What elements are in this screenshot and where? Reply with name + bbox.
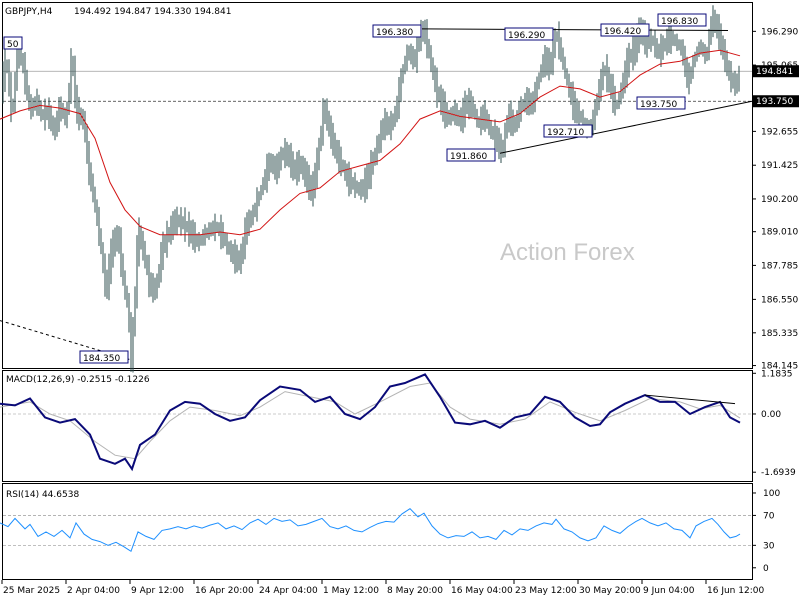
x-axis-label: 2 Apr 04:00 [67,586,120,596]
price-axis-label: 190.200 [761,195,798,205]
rsi-axis-label: 70 [763,511,775,521]
macd-axis-label: 0.00 [761,410,781,420]
price-annotation-box [657,13,707,27]
pane-frames [2,2,753,580]
price-annotation: 191.860 [450,152,487,162]
macd-trendline [644,394,736,405]
x-axis-label: 25 Mar 2025 [3,586,60,596]
x-axis-label: 16 May 04:00 [451,586,513,596]
x-axis-label: 16 Jun 12:00 [707,586,764,596]
rsi-axis-label: 100 [763,489,780,499]
price-level-label: 193.750 [756,97,793,107]
trendline [499,100,753,154]
x-axis-label: 23 May 12:00 [515,586,577,596]
price-axis-label: 196.290 [761,27,798,37]
price-annotation: 196.380 [376,28,413,38]
price-axis-label: 192.655 [761,127,798,137]
symbol-label: GBPJPY,H4 [5,7,53,17]
price-annotation: 196.290 [508,31,545,41]
x-axis-label: 16 Apr 20:00 [195,586,254,596]
price-annotation: 196.830 [661,17,698,27]
ohlc-values: 194.492 194.847 194.330 194.841 [74,7,231,17]
rsi-axis-label: 0 [763,564,769,574]
price-annotation: 192.710 [547,128,584,138]
price-axis-label: 195.065 [761,61,798,71]
x-axis-label: 9 Apr 12:00 [131,586,184,596]
x-axis-label: 9 Jun 04:00 [643,586,695,596]
price-annotation: 196.420 [604,27,641,37]
trendline [421,28,729,32]
macd-pane: MACD(12,26,9) -0.2515 -0.1226 1.1835 0.00… [0,369,796,478]
price-axis-label: 186.550 [761,295,798,305]
watermark: Action Forex [500,239,635,266]
macd-axis-label: -1.6939 [761,468,796,478]
price-annotation: 193.750 [640,100,677,110]
x-axis-label: 30 May 20:00 [579,586,641,596]
price-annotation-box [543,124,593,138]
macd-axis-label: 1.1835 [761,369,793,379]
price-pane: 194.841 193.750 196.290 195.065 192.655 191.4… [0,5,799,373]
price-axis-label: 189.010 [761,228,798,238]
rsi-axis-label: 30 [763,541,775,551]
macd-signal-line [0,382,741,460]
x-axis: 25 Mar 2025 2 Apr 04:00 9 Apr 12:00 16 Apr … [1,580,764,596]
x-axis-label: 8 May 20:00 [387,586,443,596]
price-axis-label: 185.335 [761,329,798,339]
price-annotation-box [79,350,129,364]
price-level-box [753,65,799,78]
price-annotation-box [446,148,496,162]
rsi-title: RSI(14) 44.6538 [6,490,79,500]
price-annotation-box [3,36,23,50]
price-level-label: 194.841 [756,67,793,77]
rsi-line [0,508,741,553]
x-axis-label: 24 Apr 04:00 [259,586,318,596]
price-annotation-box [372,24,422,38]
price-annotation-box [636,96,686,110]
price-axis-label: 191.425 [761,161,798,171]
moving-average-line [0,49,741,236]
price-annotation-box [504,27,554,41]
macd-main-line [0,373,741,472]
price-axis-label: 187.785 [761,261,798,271]
price-annotation: 50 [7,40,19,50]
price-axis-label: 184.145 [761,362,798,372]
price-annotation: 184.350 [83,354,120,364]
price-level-box [753,95,799,108]
trendline [0,320,132,361]
rsi-pane: RSI(14) 44.6538 100 70 30 0 [0,489,780,574]
macd-title: MACD(12,26,9) -0.2515 -0.1226 [6,375,150,385]
price-annotation-box [600,23,650,37]
x-axis-label: 1 May 12:00 [323,586,379,596]
